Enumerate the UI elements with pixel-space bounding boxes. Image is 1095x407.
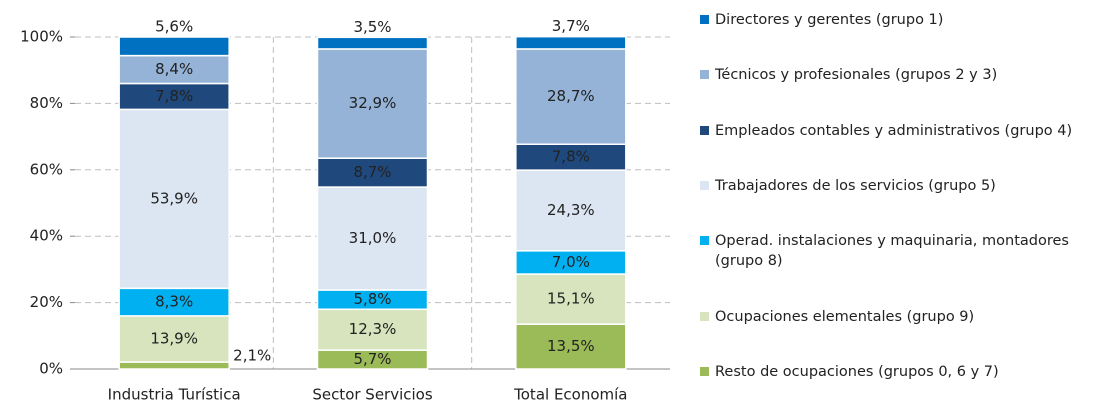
y-tick-label: 80% <box>30 94 63 112</box>
legend-swatch <box>700 70 709 80</box>
value-label: 31,0% <box>349 229 397 247</box>
value-label: 7,0% <box>552 253 590 271</box>
value-label: 5,7% <box>353 350 391 368</box>
value-label: 53,9% <box>150 189 198 207</box>
legend-swatch <box>700 125 709 135</box>
bar-segment <box>118 287 230 317</box>
bar-segment <box>515 35 627 50</box>
bar-segment <box>316 48 429 159</box>
value-label: 7,8% <box>552 148 590 166</box>
value-label: 5,8% <box>353 290 391 308</box>
value-label: 8,7% <box>353 163 391 181</box>
value-label: 5,6% <box>155 18 193 36</box>
bar-segment <box>118 36 230 57</box>
value-label: 7,8% <box>155 87 193 105</box>
value-label: 15,1% <box>547 290 595 308</box>
value-label: 8,3% <box>155 293 193 311</box>
y-tick-label: 40% <box>30 227 63 245</box>
bar-segment <box>515 273 627 325</box>
bar-segment <box>515 48 627 145</box>
legend-item: Técnicos y profesionales (grupos 2 y 3) <box>700 65 1095 85</box>
value-label: 8,4% <box>155 60 193 78</box>
legend-item: Directores y gerentes (grupo 1) <box>700 10 1095 30</box>
bar-segment <box>316 157 429 188</box>
bar-segment <box>316 186 429 291</box>
y-tick-label: 100% <box>20 28 63 46</box>
value-label: 24,3% <box>547 201 595 219</box>
x-tick-label: Total Economía <box>513 386 627 404</box>
legend-item: Ocupaciones elementales (grupo 9) <box>700 307 1095 327</box>
legend-item: Resto de ocupaciones (grupos 0, 6 y 7) <box>700 362 1095 382</box>
value-label: 13,5% <box>547 337 595 355</box>
legend-item: Empleados contables y administrativos (g… <box>700 121 1095 141</box>
y-tick-label: 60% <box>30 160 63 178</box>
legend-item: Trabajadores de los servicios (grupo 5) <box>700 176 1095 196</box>
legend-label: Directores y gerentes (grupo 1) <box>715 12 944 28</box>
bar-segment <box>118 82 230 111</box>
bar-segment <box>118 361 230 370</box>
value-label: 3,5% <box>353 18 391 36</box>
bar-segment <box>118 54 230 85</box>
legend-label: Empleados contables y administrativos (g… <box>715 122 1073 139</box>
value-label: 28,7% <box>547 87 595 105</box>
y-tick-label: 0% <box>39 360 63 378</box>
plot: 0% 20% 40% 60% 80% 100% Industria Turística 2,1… <box>20 17 670 404</box>
x-tick-label: Sector Servicios <box>312 386 433 404</box>
y-tick-label: 20% <box>30 293 63 311</box>
legend-swatch <box>700 311 709 321</box>
value-label: 3,7% <box>552 17 590 35</box>
legend-item: Operad. instalaciones y maquinaria, mont… <box>700 231 1095 271</box>
legend-label: Técnicos y profesionales (grupos 2 y 3) <box>715 67 998 84</box>
value-label: 32,9% <box>349 94 397 112</box>
bar-segment <box>118 108 230 290</box>
legend-swatch <box>700 180 709 190</box>
legend-swatch <box>700 15 709 24</box>
value-label: 12,3% <box>349 320 397 338</box>
legend-label: Trabajadores de los servicios (grupo 5) <box>715 177 996 194</box>
legend-label: Operad. instalaciones y maquinaria, mont… <box>715 233 1069 270</box>
legend-label: Resto de ocupaciones (grupos 0, 6 y 7) <box>715 363 999 380</box>
legend-swatch <box>700 236 709 246</box>
value-label: 13,9% <box>150 329 198 347</box>
legend: Directores y gerentes (grupo 1) Técnicos … <box>700 10 1095 382</box>
legend-swatch <box>700 366 709 376</box>
bar-segment <box>316 36 429 50</box>
x-tick-label: Industria Turística <box>108 386 241 404</box>
bar-segment <box>515 323 627 370</box>
legend-label: Ocupaciones elementales (grupo 9) <box>715 308 975 325</box>
bar-segment <box>316 308 429 351</box>
value-label: 2,1% <box>233 347 271 365</box>
